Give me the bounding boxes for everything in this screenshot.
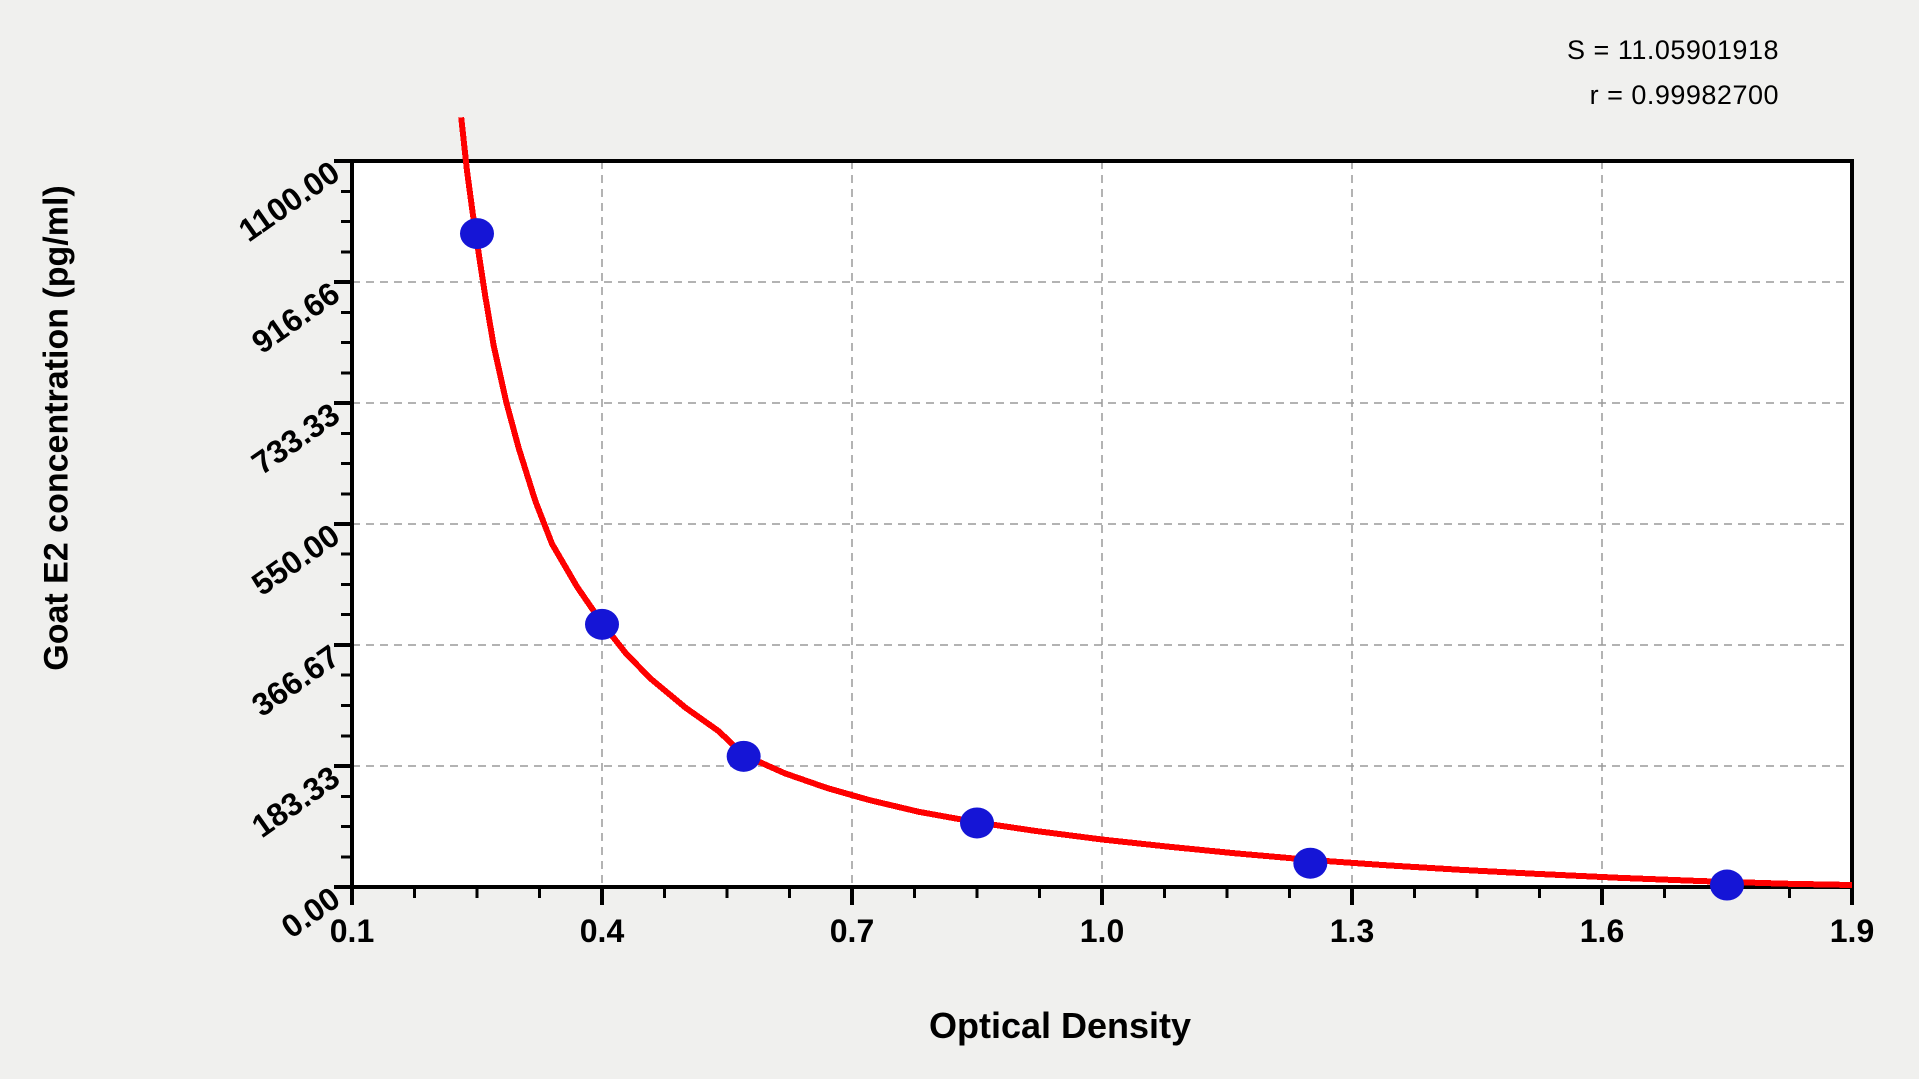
x-axis-title: Optical Density	[928, 1005, 1192, 1046]
x-tick-label: 0.4	[579, 913, 625, 949]
data-point	[726, 740, 761, 772]
data-point	[460, 218, 494, 250]
data-point	[1293, 847, 1328, 879]
x-tick-label: 0.7	[829, 913, 875, 949]
data-point	[1710, 869, 1744, 901]
fitted-curve	[458, 117, 1853, 888]
x-tick-label: 1.0	[1079, 913, 1125, 949]
x-tick-label: 1.3	[1329, 913, 1375, 949]
stat-s: S = 11.05901918	[1567, 35, 1779, 65]
data-point	[585, 608, 619, 640]
x-tick-label: 1.9	[1829, 913, 1875, 949]
x-tick-label: 0.1	[329, 913, 375, 949]
y-axis-title: Goat E2 concentration (pg/ml)	[37, 185, 76, 671]
data-point	[960, 807, 994, 839]
stat-r: r = 0.99982700	[1589, 80, 1779, 110]
x-tick-label: 1.6	[1579, 913, 1625, 949]
fit-statistics: S = 11.05901918 r = 0.99982700	[1567, 28, 1779, 118]
